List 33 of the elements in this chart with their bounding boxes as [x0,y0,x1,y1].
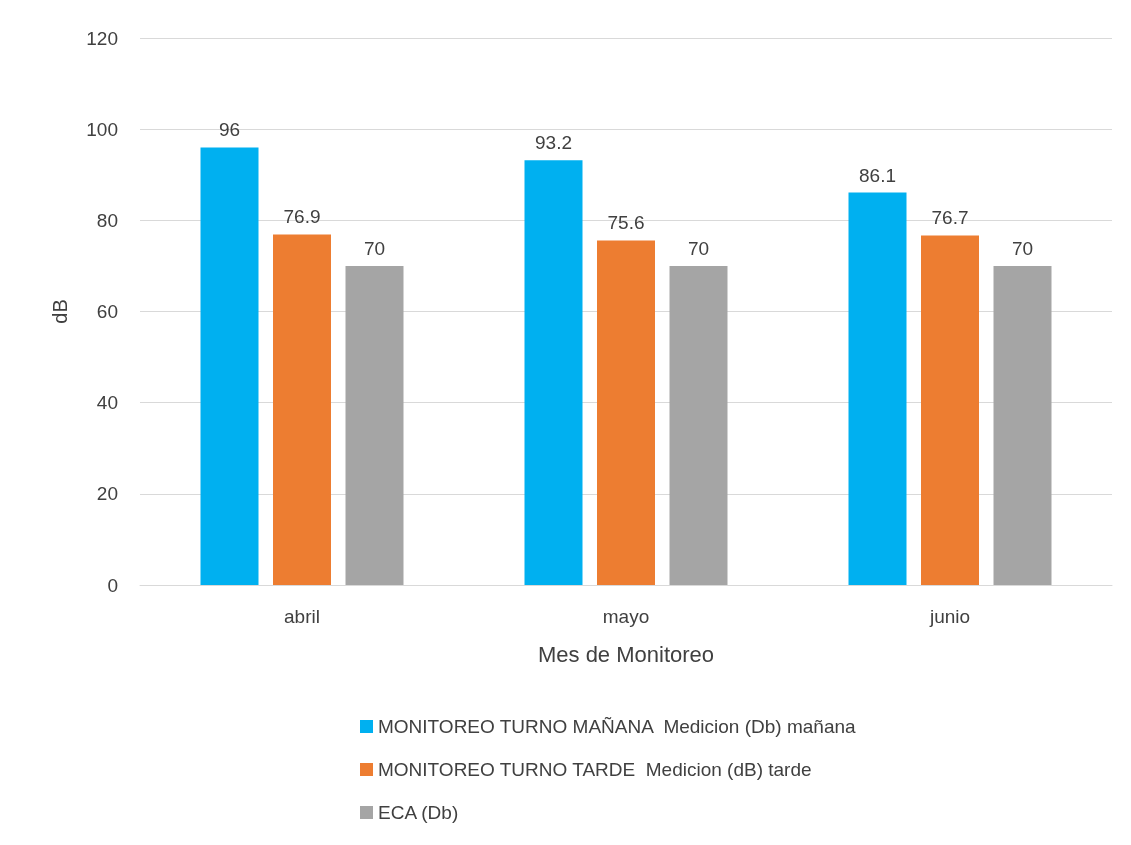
data-label: 93.2 [535,132,572,154]
bar [524,160,583,585]
data-label: 96 [218,119,241,141]
data-label: 76.7 [931,207,969,229]
x-tick-label: junio [928,606,971,627]
data-label: 75.6 [607,212,645,234]
y-tick-label: 120 [86,27,118,49]
y-tick-label: 40 [96,392,118,414]
x-axis-title: Mes de Monitoreo [537,641,715,667]
bar [993,265,1052,585]
x-tick-label: mayo [602,606,650,627]
x-tick-label: abril [284,606,320,627]
y-axis-title: dB [49,299,71,324]
bar [273,234,331,585]
bar [200,147,259,585]
bar [345,265,404,585]
data-label: 76.9 [283,206,321,228]
bar [921,235,979,585]
y-tick-label: 20 [96,483,118,505]
y-tick-label: 0 [107,574,118,596]
data-label: 70 [687,237,710,259]
legend-label: MONITOREO TURNO TARDE Medicion (dB) tarde [378,759,812,780]
y-tick-label: 80 [96,209,118,231]
bar [848,192,907,585]
data-label: 70 [363,237,386,259]
data-label: 70 [1011,237,1034,259]
bar [669,265,728,585]
bar [597,240,655,585]
y-tick-label: 60 [96,301,118,322]
legend-label: ECA (Db) [378,802,459,823]
legend-label: MONITOREO TURNO MAÑANA Medicion (Db) mañana [378,716,857,737]
y-tick-label: 100 [86,118,118,140]
data-label: 86.1 [859,164,896,186]
